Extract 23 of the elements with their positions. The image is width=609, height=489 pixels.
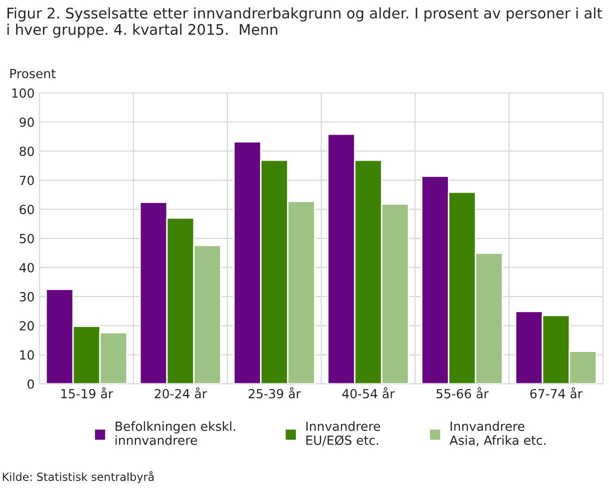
x-tick-label: 40-54 år [342,387,395,398]
y-tick-label: 60 [20,204,34,214]
y-tick-label: 90 [20,117,34,127]
y-tick-label: 0 [28,379,34,389]
x-tick-label: 67-74 år [530,387,583,398]
legend-label: Innvandrere EU/EØS etc. [306,421,380,446]
y-tick-label: 40 [19,262,34,272]
x-tick-label: 15-19 år [61,387,114,398]
y-tick-label: 80 [20,146,34,156]
chart-title: Figur 2. Sysselsatte etter innvandrerbakgrunn og alder. I prosent av personer i alt i hver gruppe. 4. kvartal 2015. Menn [7,7,602,38]
x-tick-label: 55-66 år [436,387,489,398]
y-tick-label: 10 [20,350,34,360]
legend-label: Innvandrere Asia, Afrika etc. [450,421,546,446]
x-tick-label: 20-24 år [154,387,207,398]
y-tick-label: 50 [20,234,34,244]
y-tick-label: 30 [20,292,34,302]
text: Kilde: Statistisk sentralbyrå [2,471,154,484]
y-tick-label: 70 [20,176,34,186]
y-tick-label: 100 [12,88,34,98]
legend-label: Befolkningen ekskl. innnvandrere [116,421,236,445]
y-axis-title: Prosent [10,68,56,78]
y-tick-label: 20 [20,321,34,331]
x-tick-label: 25-39 år [248,387,301,398]
